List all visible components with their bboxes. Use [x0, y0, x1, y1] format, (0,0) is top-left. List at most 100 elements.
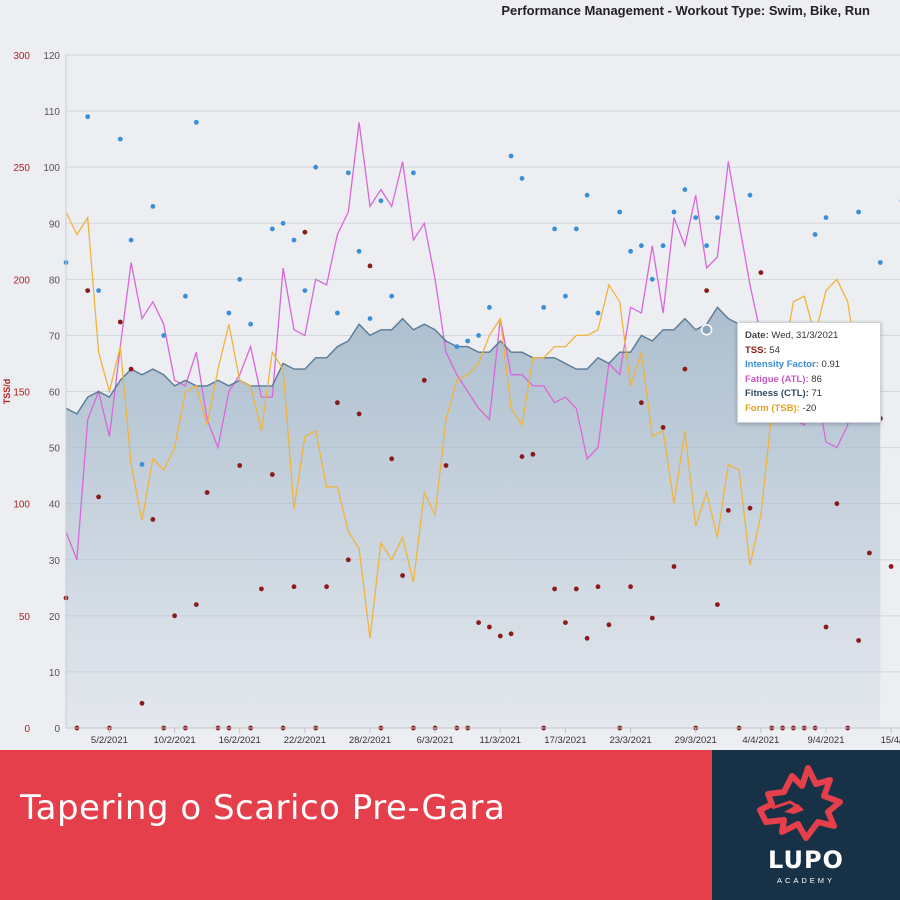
logo-subtitle: ACADEMY [776, 876, 836, 885]
axis-layer: 0 10 20 30 40 50 60 70 80 90 100 110 120 0 50 100 150 200… [2, 51, 900, 746]
intensity-factor-point [693, 215, 699, 221]
tss-point [476, 620, 481, 625]
banner-title: Tapering o Scarico Pre-Gara [20, 788, 506, 828]
tooltip-intensity-key: Intensity Factor: [745, 359, 819, 370]
tss-point [758, 270, 764, 275]
left-scale-tick-label: 300 [13, 51, 30, 62]
tss-point [400, 573, 405, 578]
left-scale-tick-label: 150 [13, 388, 30, 399]
x-tick-label: 29/3/2021 [675, 735, 717, 746]
right-scale-tick-label: 40 [49, 500, 61, 511]
x-tick-label: 16/2/2021 [219, 735, 261, 746]
intensity-factor-point [291, 237, 297, 243]
tss-point [856, 638, 861, 643]
x-tick-label: 11/3/2021 [480, 735, 522, 746]
intensity-factor-point [812, 232, 818, 237]
tss-point [302, 229, 308, 235]
intensity-factor-point [617, 209, 623, 215]
intensity-factor-point [117, 136, 123, 142]
right-scale-tick-label: 50 [49, 444, 61, 455]
intensity-factor-point [128, 237, 134, 243]
tss-point [552, 586, 557, 592]
x-tick-label: 22/2/2021 [284, 735, 326, 746]
tss-point [421, 377, 427, 383]
right-scale-tick-label: 60 [49, 388, 61, 399]
intensity-factor-point [96, 288, 101, 293]
tss-point [606, 622, 612, 628]
intensity-factor-point [671, 209, 677, 215]
x-tick-label: 23/3/2021 [609, 735, 651, 746]
intensity-factor-point [552, 226, 557, 232]
intensity-factor-point [193, 119, 199, 125]
right-scale-tick-label: 20 [49, 612, 61, 623]
performance-chart: 0 10 20 30 40 50 60 70 80 90 100 110 120 0 50 100 150 200… [2, 51, 900, 746]
intensity-factor-point [573, 226, 579, 232]
tooltip-ctl-key: Fitness (CTL): [745, 388, 809, 399]
x-tick-label: 17/3/2021 [544, 735, 586, 746]
intensity-factor-point [508, 153, 514, 159]
tss-point [367, 263, 373, 269]
tss-point [204, 490, 210, 495]
tss-point [356, 411, 362, 417]
tooltip-tsb-key: Form (TSB): [745, 402, 800, 414]
tooltip-date-key: Date: [745, 330, 769, 341]
intensity-factor-point [704, 243, 709, 249]
intensity-factor-point [454, 344, 460, 349]
intensity-factor-point [595, 310, 601, 316]
point-series-layer [63, 114, 900, 731]
tss-point [291, 584, 297, 590]
tss-point [671, 564, 677, 569]
intensity-factor-point [747, 192, 753, 198]
right-scale-tick-label: 30 [49, 556, 61, 567]
tss-point [715, 602, 720, 607]
tooltip-marker [700, 324, 713, 336]
intensity-factor-point [628, 248, 633, 254]
intensity-factor-point [345, 170, 351, 176]
tss-point [660, 425, 666, 430]
intensity-factor-point [313, 164, 319, 170]
intensity-factor-point [660, 243, 666, 249]
tss-point [584, 635, 590, 641]
left-axis-title: TSS/d [2, 379, 12, 405]
intensity-factor-point [389, 293, 395, 299]
x-tick-label: 5/2/2021 [91, 735, 128, 746]
tss-point [128, 366, 134, 372]
tss-point [172, 613, 178, 619]
tss-point [497, 633, 503, 639]
tss-point [888, 564, 894, 569]
tss-point [725, 508, 731, 513]
intensity-factor-point [563, 293, 568, 299]
tooltip-row-atl: Fatigue (ATL): 86 [745, 373, 873, 388]
tss-point [530, 451, 536, 457]
tooltip-intensity-value: 0.91 [818, 359, 841, 370]
tooltip-marker-layer [700, 324, 713, 336]
x-tick-label: 6/3/2021 [417, 735, 454, 746]
intensity-factor-point [378, 198, 384, 204]
intensity-factor-point [150, 204, 156, 209]
intensity-factor-point [476, 333, 481, 338]
left-scale-tick-label: 250 [13, 163, 30, 174]
intensity-factor-point [335, 310, 340, 316]
tooltip-tss-value: 54 [766, 344, 780, 356]
tss-point [324, 584, 329, 590]
right-scale-tick-label: 120 [43, 51, 60, 62]
tss-point [573, 586, 579, 592]
intensity-factor-point [541, 305, 547, 310]
tooltip-row-date: Date: Wed, 31/3/2021 [745, 329, 873, 344]
intensity-factor-point [302, 288, 308, 293]
tss-point [639, 400, 644, 406]
tss-point [85, 288, 91, 293]
tooltip-row-tss: TSS: 54 [745, 344, 873, 359]
intensity-factor-point [280, 220, 286, 226]
logo-panel: LUPO ACADEMY [712, 750, 900, 900]
intensity-factor-point [877, 260, 883, 265]
intensity-factor-point [519, 176, 525, 181]
intensity-factor-point [682, 187, 688, 193]
right-scale-tick-label: 90 [49, 219, 61, 230]
left-scale-tick-label: 200 [13, 275, 30, 286]
footer-banner: Tapering o Scarico Pre-Gara LUPO ACADEMY [0, 750, 900, 900]
intensity-factor-point [226, 310, 232, 316]
tss-point [867, 550, 872, 556]
left-scale-tick-label: 0 [24, 724, 30, 735]
right-scale-tick-label: 70 [49, 331, 61, 342]
